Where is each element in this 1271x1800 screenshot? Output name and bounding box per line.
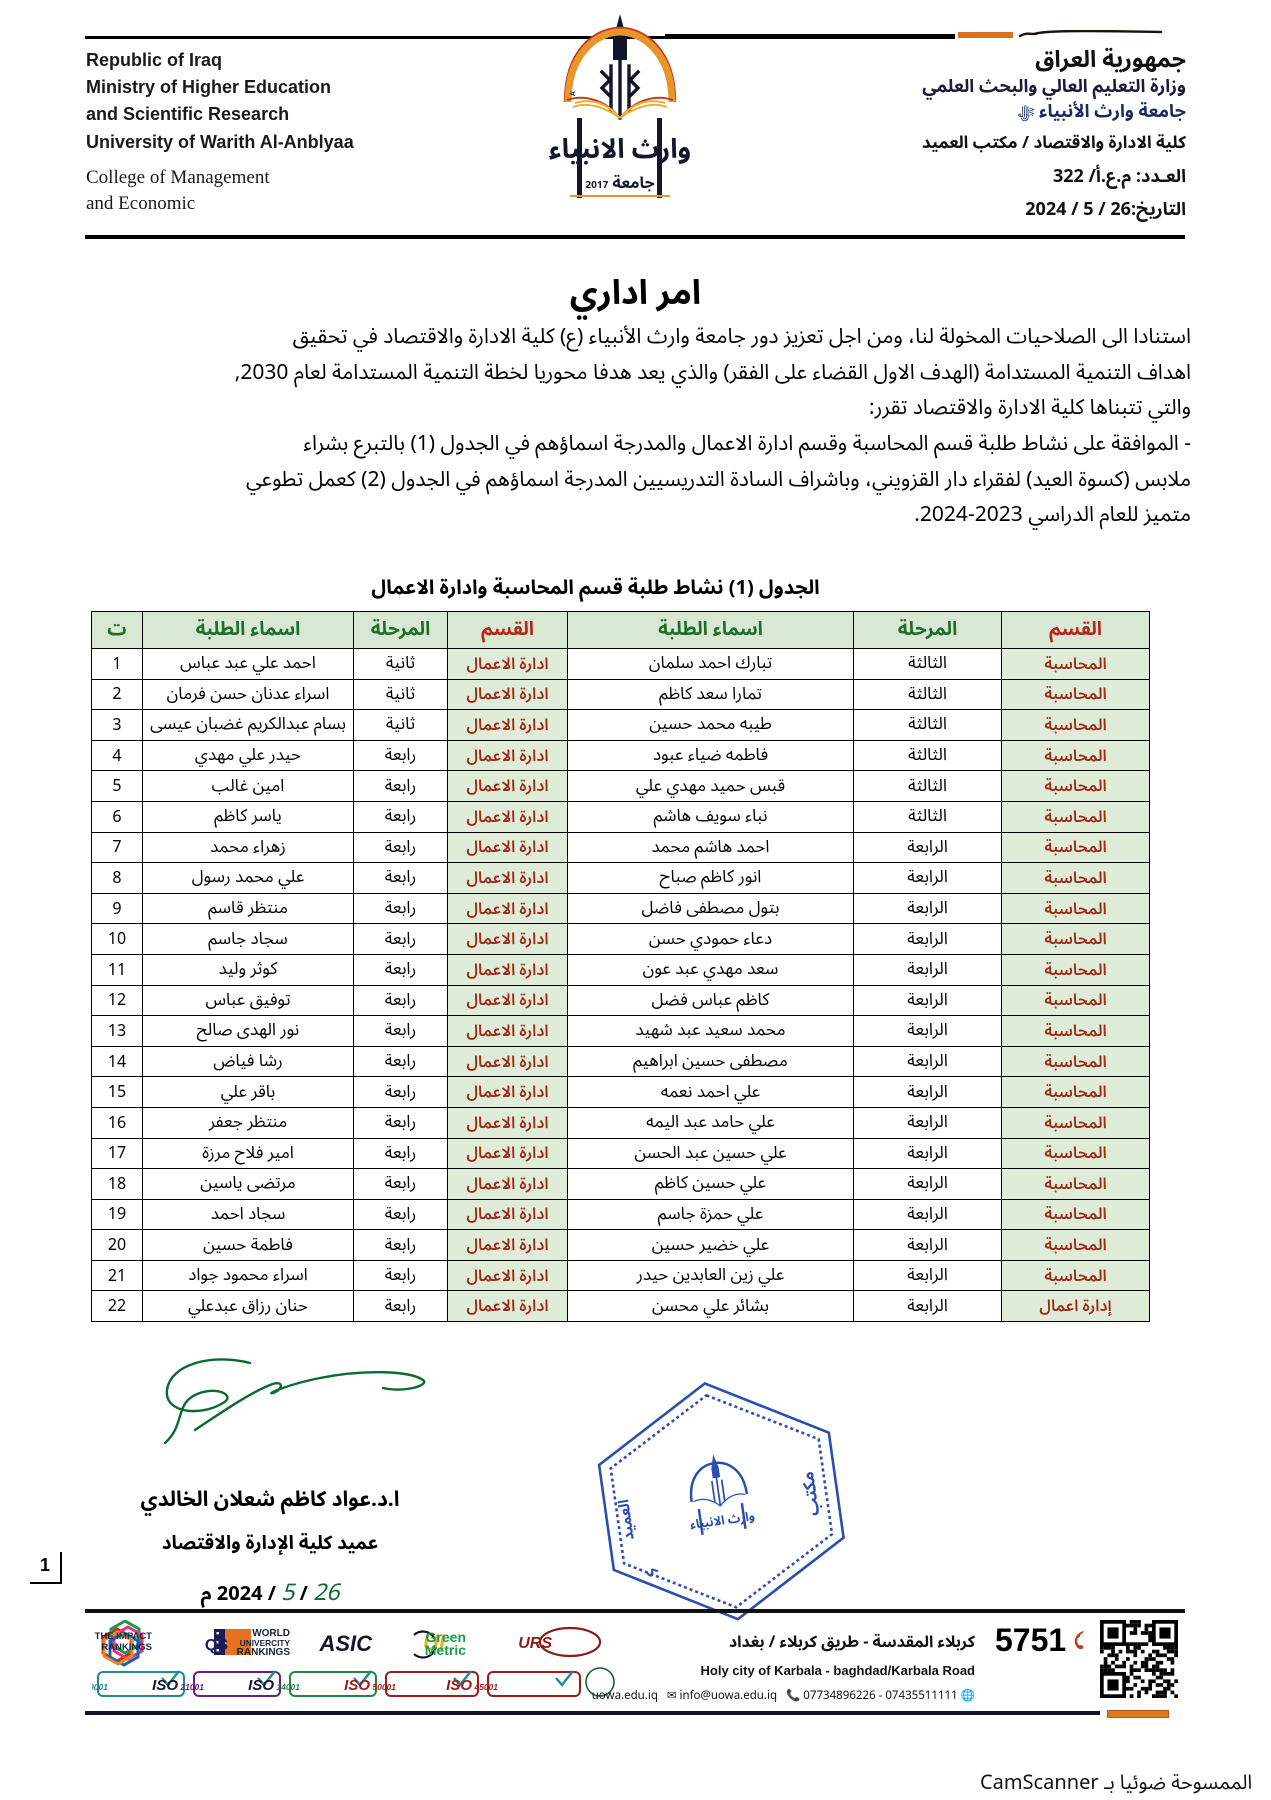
svg-text:ISO 9001: ISO 9001 bbox=[92, 1677, 108, 1694]
svg-text:العميد: العميد bbox=[608, 1497, 645, 1542]
svg-text:كلية الادارة والاقتصاد: كلية الادارة والاقتصاد bbox=[565, 1367, 668, 1595]
svg-text:URS: URS bbox=[518, 1635, 552, 1652]
svg-text:ISO 14001: ISO 14001 bbox=[248, 1677, 300, 1694]
svg-text:QS: QS bbox=[205, 1637, 228, 1654]
svg-text:THE IMPACT: THE IMPACT bbox=[95, 1631, 153, 1642]
svg-text:RANKINGS: RANKINGS bbox=[237, 1647, 291, 1658]
svg-text:مكتب: مكتب bbox=[790, 1469, 832, 1519]
svg-text:جامعة وارث الانبياء: جامعة وارث الانبياء bbox=[565, 1376, 574, 1410]
svg-text:ISO 45001: ISO 45001 bbox=[446, 1677, 498, 1694]
svg-text:ISO 50001: ISO 50001 bbox=[344, 1677, 396, 1694]
svg-text:ASIC: ASIC bbox=[318, 1631, 373, 1656]
svg-text:RANKINGS: RANKINGS bbox=[101, 1642, 152, 1653]
svg-text:Metric: Metric bbox=[425, 1642, 466, 1658]
svg-text:ISO 21001: ISO 21001 bbox=[152, 1677, 204, 1694]
